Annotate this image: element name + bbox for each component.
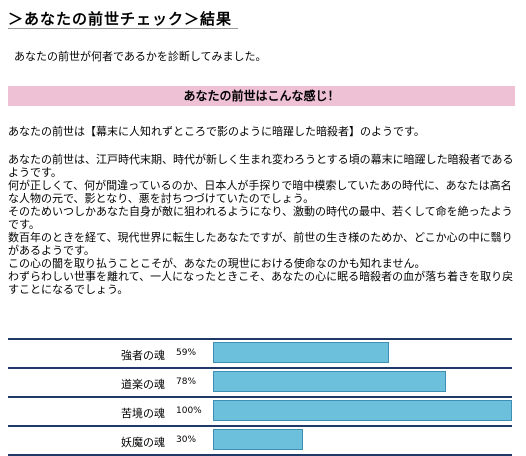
stat-bar [213, 429, 303, 450]
stat-percent: 100% [176, 406, 202, 416]
title-underline [8, 28, 238, 29]
stat-row-demon: 妖魔の魂 30% [8, 427, 512, 456]
stat-row-hardship: 苦境の魂 100% [8, 398, 512, 427]
result-paragraph: あなたの前世は、江戸時代末期、時代が新しく生まれ変わろうとする頃の幕末に暗躍した… [8, 153, 514, 179]
result-summary: あなたの前世は【幕末に人知れずところで影のように暗躍した暗殺者】のようです。 [8, 125, 425, 138]
stat-bar [213, 400, 512, 421]
stat-track [213, 400, 512, 421]
stat-track [213, 371, 512, 392]
stat-label: 道楽の魂 [121, 378, 165, 391]
result-paragraph: わずらわしい世事を離れて、一人になったときこそ、あなたの心に眠る暗殺者の血が落ち… [8, 270, 514, 296]
stat-label: 強者の魂 [121, 349, 165, 362]
page-title: ＞あなたの前世チェック＞結果 [8, 10, 233, 28]
stat-row-strong: 強者の魂 59% [8, 340, 512, 369]
result-description: あなたの前世は、江戸時代末期、時代が新しく生まれ変わろうとする頃の幕末に暗躍した… [8, 153, 518, 296]
result-paragraph: 何が正しくて、何が間違っているのか、日本人が手探りで暗中模索していたあの時代に、… [8, 179, 512, 205]
stat-percent: 59% [176, 348, 197, 358]
soul-stats: 強者の魂 59% 道楽の魂 78% 苦境の魂 100% 妖魔の魂 30% [8, 338, 512, 456]
stat-track [213, 342, 512, 363]
result-paragraph: 数百年のときを経て、現代世界に転生したあなたですが、前世の生き様のためか、どこか… [8, 231, 513, 257]
result-paragraph: そのためいつしかあなた自身が敵に狙われるようになり、激動の時代の最中、若くして命… [8, 205, 513, 231]
stat-bar [213, 342, 390, 363]
stat-percent: 30% [176, 435, 197, 445]
stat-bar [213, 371, 447, 392]
page-subtitle: あなたの前世が何者であるかを診断してみました。 [14, 50, 267, 63]
result-paragraph: この心の闇を取り払うことこそが、あなたの現世における使命なのかも知れません。 [8, 257, 426, 270]
stat-label: 苦境の魂 [121, 407, 165, 420]
section-heading: あなたの前世はこんな感じ！ [8, 86, 515, 106]
stat-row-leisure: 道楽の魂 78% [8, 369, 512, 398]
stat-label: 妖魔の魂 [121, 436, 165, 449]
stat-track [213, 429, 512, 450]
stat-percent: 78% [176, 377, 197, 387]
